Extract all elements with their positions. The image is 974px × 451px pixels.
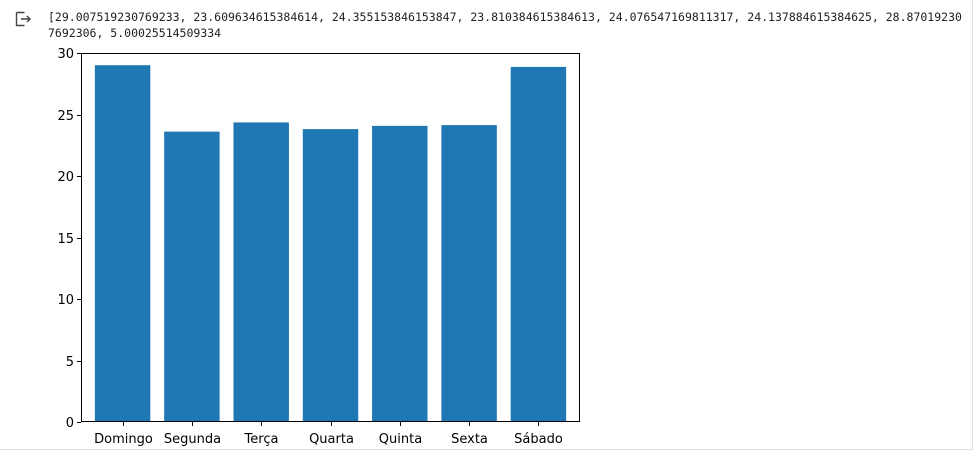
x-tick-label-1: Segunda	[164, 432, 221, 447]
output-text: [29.007519230769233, 23.609634615384614,…	[48, 10, 962, 40]
bar-1	[164, 131, 220, 422]
x-tick-label-2: Terça	[244, 432, 279, 447]
plot-frame	[81, 53, 580, 422]
x-tick-label-0: Domingo	[94, 432, 153, 447]
bar-4	[372, 125, 428, 423]
y-tick-label-2: 10	[57, 293, 74, 308]
x-tick-label-4: Quinta	[379, 432, 422, 447]
y-tick-label-1: 5	[66, 355, 74, 370]
x-tick-label-5: Sexta	[451, 432, 488, 447]
y-tick-label-3: 15	[57, 232, 74, 247]
bar-0	[94, 65, 151, 422]
y-tick-label-5: 25	[57, 109, 74, 124]
y-tick-label-6: 30	[57, 47, 74, 62]
bar-2	[233, 122, 289, 422]
bar-5	[441, 125, 497, 423]
x-tick-label-6: Sábado	[514, 432, 563, 447]
x-tick-label-3: Quarta	[309, 432, 354, 447]
y-tick-label-4: 20	[57, 170, 74, 185]
y-tick-label-0: 0	[66, 416, 74, 431]
bar-6	[510, 66, 567, 422]
output-arrow-icon[interactable]	[15, 11, 33, 27]
bar-3	[302, 129, 359, 422]
